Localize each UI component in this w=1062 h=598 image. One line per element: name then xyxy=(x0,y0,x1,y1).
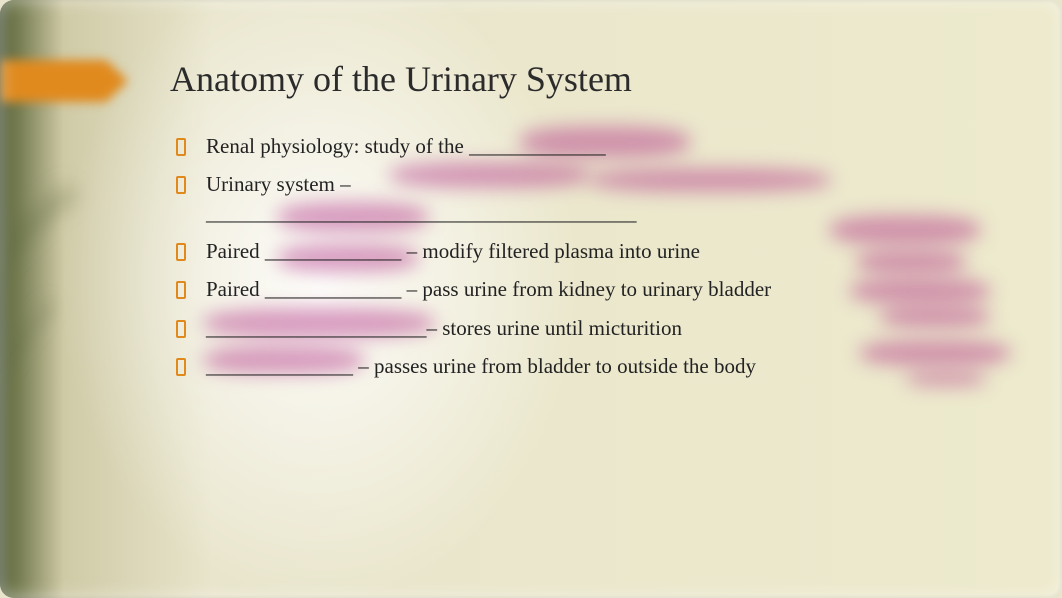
slide: Anatomy of the Urinary System Renal phys… xyxy=(0,0,1062,598)
bullet-list: Renal physiology: study of the _________… xyxy=(176,132,776,390)
accent-arrow-tab xyxy=(0,60,108,102)
handwriting-blob xyxy=(830,215,980,245)
handwriting-blob xyxy=(880,306,990,328)
handwriting-blob xyxy=(906,372,986,386)
list-item: Paired _____________ – pass urine from k… xyxy=(176,275,776,303)
list-item: Urinary system – _______________________… xyxy=(176,170,776,227)
list-item: Paired _____________ – modify filtered p… xyxy=(176,237,776,265)
list-item: _____________________– stores urine unti… xyxy=(176,314,776,342)
handwriting-blob xyxy=(856,250,966,274)
handwriting-blob xyxy=(860,340,1010,366)
slide-title: Anatomy of the Urinary System xyxy=(170,58,632,100)
list-item: Renal physiology: study of the _________… xyxy=(176,132,776,160)
handwriting-blob xyxy=(850,278,990,304)
list-item: ______________ – passes urine from bladd… xyxy=(176,352,776,380)
